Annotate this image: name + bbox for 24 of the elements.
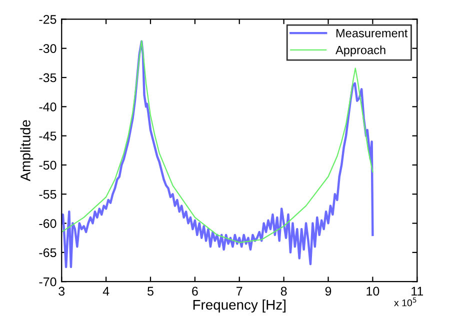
x-axis-title: Frequency [Hz]: [193, 300, 286, 312]
x-tick-label: 9: [325, 286, 332, 296]
y-tick-label: -55: [39, 190, 56, 199]
y-axis-title: Amplitude: [20, 120, 34, 182]
x-tick-label: 6: [192, 286, 198, 296]
x-tick-label: 8: [280, 286, 287, 296]
y-tick-label: -35: [39, 73, 56, 82]
y-tick-label: -70: [39, 277, 56, 286]
x-tick-label: 4: [102, 286, 110, 296]
x-tick-label: 7: [236, 286, 242, 296]
x-tick-label: 10: [366, 286, 380, 296]
y-tick-label: -65: [39, 248, 56, 258]
y-tick-label: -30: [39, 44, 56, 54]
legend-label: Approach: [336, 46, 386, 57]
y-tick-label: -50: [39, 160, 56, 170]
x-tick-label: 5: [148, 286, 154, 296]
y-tick-label: -25: [39, 15, 56, 24]
text: x 10$^{5}$: [394, 297, 416, 306]
x-tick-label: 3: [58, 286, 65, 296]
y-tick-label: -60: [39, 219, 56, 228]
x-tick-label: 11: [412, 286, 423, 296]
legend-label: Measurement: [336, 29, 408, 38]
y-tick-label: -45: [39, 132, 56, 140]
y-tick-label: -40: [39, 102, 56, 112]
